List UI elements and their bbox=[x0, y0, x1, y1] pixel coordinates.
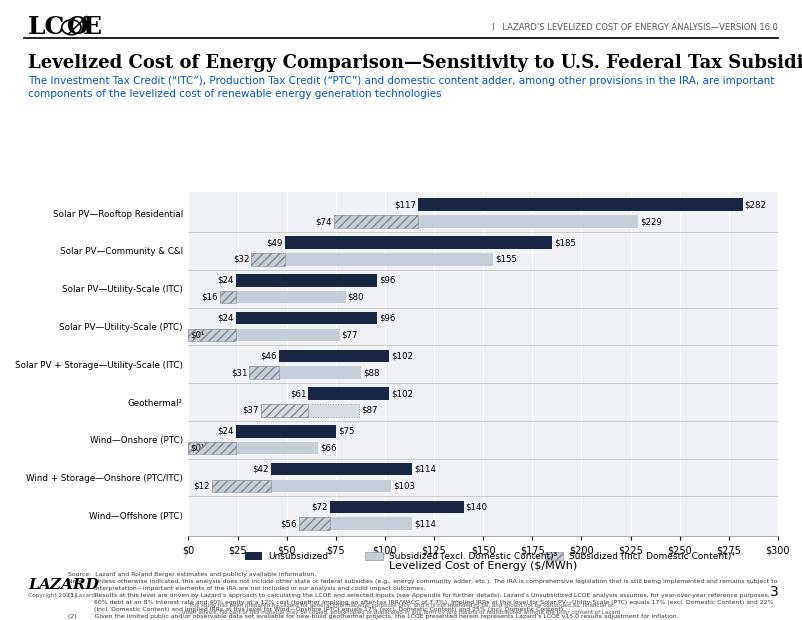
Text: $74: $74 bbox=[315, 217, 332, 226]
Text: $31: $31 bbox=[231, 368, 247, 377]
Text: $24: $24 bbox=[217, 276, 233, 285]
Text: Levelized Cost of Energy Comparison—Sensitivity to U.S. Federal Tax Subsidies: Levelized Cost of Energy Comparison—Sens… bbox=[28, 54, 802, 72]
X-axis label: Levelized Cost of Energy ($/MWh): Levelized Cost of Energy ($/MWh) bbox=[389, 561, 577, 571]
Bar bbox=[308, 388, 389, 400]
Text: $37: $37 bbox=[243, 406, 259, 415]
Text: $16: $16 bbox=[201, 293, 218, 301]
Bar bbox=[279, 350, 389, 362]
Text: $114: $114 bbox=[415, 464, 436, 474]
Text: 3: 3 bbox=[770, 585, 778, 599]
Text: $56: $56 bbox=[280, 519, 297, 528]
Text: $282: $282 bbox=[744, 200, 767, 210]
Bar bbox=[285, 236, 552, 249]
Text: $0¹: $0¹ bbox=[190, 444, 205, 453]
Bar bbox=[236, 425, 336, 438]
Text: $155: $155 bbox=[495, 255, 517, 264]
Text: $117: $117 bbox=[395, 200, 416, 210]
Text: I   LAZARD’S LEVELIZED COST OF ENERGY ANALYSIS—VERSION 16.0: I LAZARD’S LEVELIZED COST OF ENERGY ANAL… bbox=[492, 23, 778, 32]
Bar bbox=[330, 500, 464, 513]
Text: $61: $61 bbox=[290, 389, 306, 398]
Text: Ø: Ø bbox=[66, 16, 87, 39]
Text: $32: $32 bbox=[233, 255, 249, 264]
Bar bbox=[271, 463, 412, 476]
Text: $102: $102 bbox=[391, 352, 413, 360]
Bar bbox=[251, 253, 493, 265]
Text: Subsidized (incl. Domestic Content)⁴: Subsidized (incl. Domestic Content)⁴ bbox=[569, 552, 735, 560]
Text: $185: $185 bbox=[554, 238, 576, 247]
Text: LC: LC bbox=[28, 16, 66, 39]
Text: $77: $77 bbox=[342, 330, 358, 339]
Text: L: L bbox=[28, 578, 38, 592]
Text: $12: $12 bbox=[193, 482, 210, 490]
Bar bbox=[188, 329, 340, 341]
Text: $114: $114 bbox=[415, 519, 436, 528]
Text: $103: $103 bbox=[393, 482, 415, 490]
Text: E: E bbox=[83, 16, 102, 39]
Bar bbox=[236, 274, 377, 286]
Bar bbox=[212, 480, 391, 492]
Text: $66: $66 bbox=[320, 444, 337, 453]
Text: Subsidized (excl. Domestic Content)³: Subsidized (excl. Domestic Content)³ bbox=[389, 552, 557, 560]
Text: This study has been prepared by Lazard for general informational purposes only, : This study has been prepared by Lazard f… bbox=[182, 603, 620, 615]
Text: $72: $72 bbox=[311, 502, 328, 512]
Text: $24: $24 bbox=[217, 427, 233, 436]
Bar bbox=[188, 442, 318, 454]
Text: $42: $42 bbox=[253, 464, 269, 474]
Bar bbox=[334, 215, 638, 228]
Text: $80: $80 bbox=[347, 293, 364, 301]
Bar bbox=[261, 404, 359, 417]
Text: Unsubsidized: Unsubsidized bbox=[269, 552, 329, 560]
Text: The Investment Tax Credit (“ITC”), Production Tax Credit (“PTC”) and domestic co: The Investment Tax Credit (“ITC”), Produ… bbox=[28, 76, 775, 99]
Text: $75: $75 bbox=[338, 427, 354, 436]
Text: AZARD: AZARD bbox=[38, 578, 99, 592]
Text: Source:  Lazard and Roland Berger estimates and publicly available information.
: Source: Lazard and Roland Berger estimat… bbox=[68, 572, 778, 620]
Bar bbox=[236, 312, 377, 324]
Text: $87: $87 bbox=[362, 406, 378, 415]
Text: $0¹: $0¹ bbox=[190, 330, 205, 339]
Text: $96: $96 bbox=[379, 276, 395, 285]
Text: $46: $46 bbox=[261, 352, 277, 360]
Text: $88: $88 bbox=[363, 368, 380, 377]
Text: $229: $229 bbox=[640, 217, 662, 226]
Text: $96: $96 bbox=[379, 314, 395, 322]
Text: Copyright 2023 Lazard: Copyright 2023 Lazard bbox=[28, 593, 95, 598]
Text: $49: $49 bbox=[266, 238, 283, 247]
Text: $140: $140 bbox=[465, 502, 488, 512]
Text: $102: $102 bbox=[391, 389, 413, 398]
Bar bbox=[298, 518, 412, 530]
Bar bbox=[249, 366, 362, 379]
Bar bbox=[220, 291, 346, 303]
Text: $24: $24 bbox=[217, 314, 233, 322]
Bar bbox=[419, 198, 743, 211]
